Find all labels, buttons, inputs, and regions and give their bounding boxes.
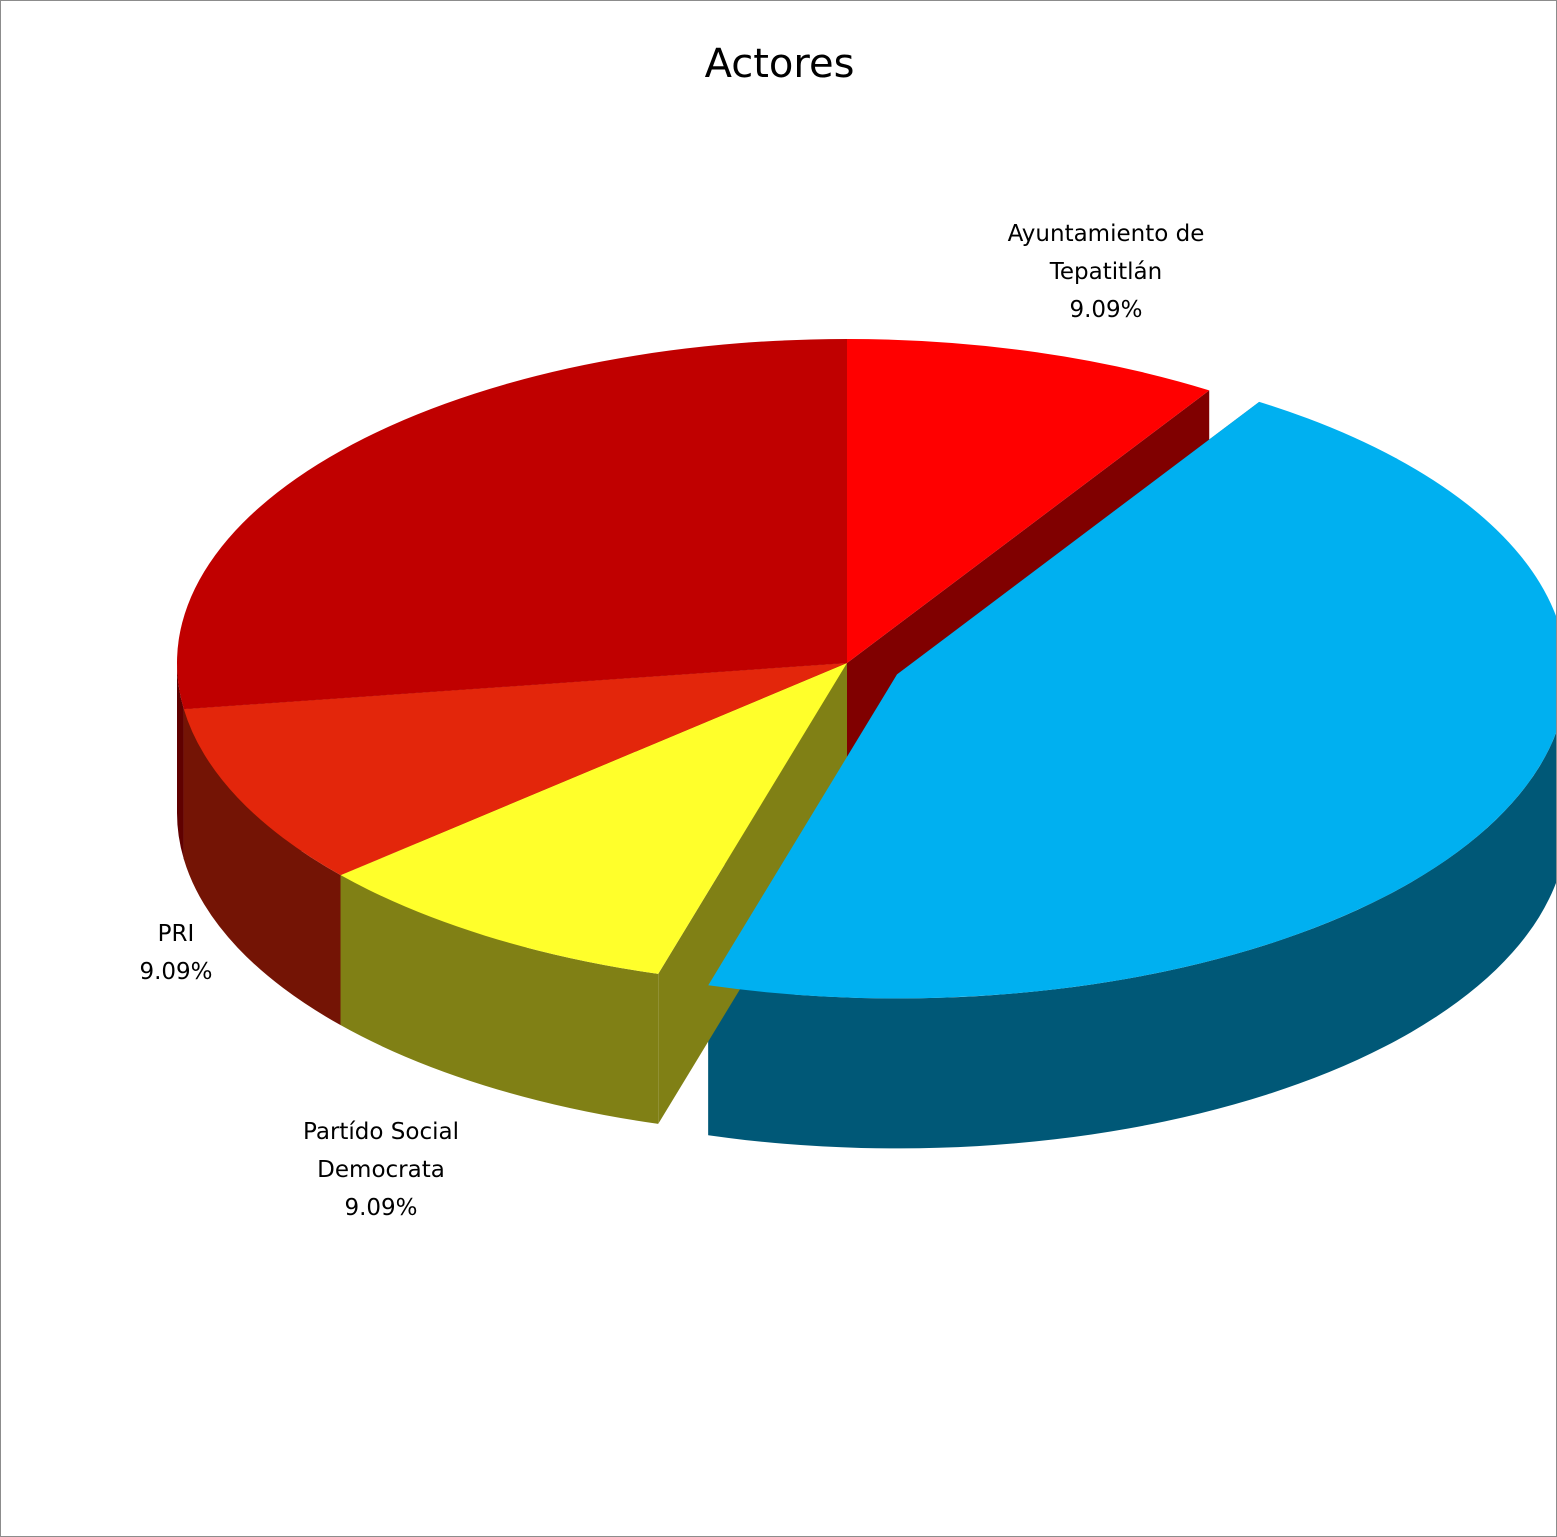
pie-tops <box>176 339 1556 999</box>
pie-slice-slice-2 <box>708 401 1556 999</box>
chart-title: Actores <box>704 41 855 87</box>
data-label-pri: PRI 9.09% <box>121 915 231 991</box>
pie-slice-parti-do-social-democrata <box>340 663 847 974</box>
data-label-psd-name-1: Partído Social <box>303 1119 459 1145</box>
data-label-ayuntamiento-value: 9.09% <box>1069 297 1143 323</box>
pie-side-slice-2 <box>708 732 1556 1149</box>
pie-side-parti-do-social-democrata <box>340 875 659 1124</box>
data-label-ayuntamiento-name-1: Ayuntamiento de <box>1007 221 1205 247</box>
data-label-psd-value: 9.09% <box>344 1195 418 1221</box>
data-label-ayuntamiento: Ayuntamiento de Tepatitlán 9.09% <box>991 215 1221 329</box>
data-label-pri-name: PRI <box>157 921 195 947</box>
pie-slice-ayuntamiento-de-tepatitla-n <box>847 339 1210 663</box>
pie-side-slice-5 <box>177 663 184 860</box>
data-label-partido-social-democrata: Partído Social Democrata 9.09% <box>271 1113 491 1227</box>
pie-side-pri <box>183 709 341 1026</box>
data-label-psd-name-2: Democrata <box>317 1157 445 1183</box>
pie-slice-slice-5 <box>176 339 847 710</box>
data-label-ayuntamiento-name-2: Tepatitlán <box>1049 259 1163 285</box>
pie-slice-pri <box>183 663 847 876</box>
data-label-pri-value: 9.09% <box>139 959 213 985</box>
